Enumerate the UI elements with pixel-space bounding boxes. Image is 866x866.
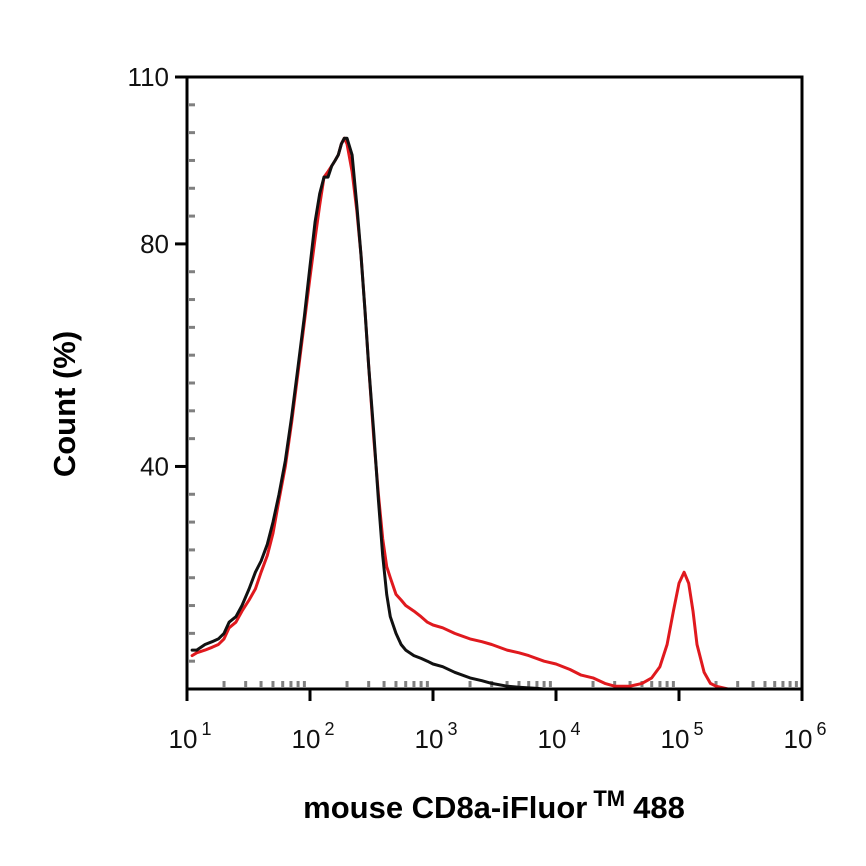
x-axis-title: mouse CD8a-iFluor TM 488 xyxy=(303,786,685,825)
series-line-2 xyxy=(190,136,546,691)
y-axis-title: Count (%) xyxy=(47,331,82,477)
x-axis-title-superscript: TM xyxy=(593,786,625,811)
y-tick-labels: 40 80 110 xyxy=(128,62,169,481)
x-tick-label: 10 1 xyxy=(169,719,212,754)
major-ticks xyxy=(175,75,804,701)
series-layer xyxy=(190,136,730,691)
x-tick-label: 10 6 xyxy=(784,719,827,754)
plot-frame xyxy=(185,75,804,691)
y-tick-label: 40 xyxy=(140,451,169,481)
series-line-1 xyxy=(190,136,730,691)
x-axis-title-main: mouse CD8a-iFluor xyxy=(303,790,587,825)
x-tick-label: 10 4 xyxy=(538,719,581,754)
x-tick-label: 10 5 xyxy=(661,719,704,754)
y-tick-label: 80 xyxy=(140,229,169,259)
minor-ticks xyxy=(189,103,798,687)
y-tick-label: 110 xyxy=(128,62,169,92)
x-tick-label: 10 3 xyxy=(415,719,458,754)
x-tick-labels: 10 1 10 2 10 3 10 4 10 5 10 6 xyxy=(169,719,827,754)
x-tick-label: 10 2 xyxy=(292,719,335,754)
x-axis-title-suffix: 488 xyxy=(633,790,685,825)
